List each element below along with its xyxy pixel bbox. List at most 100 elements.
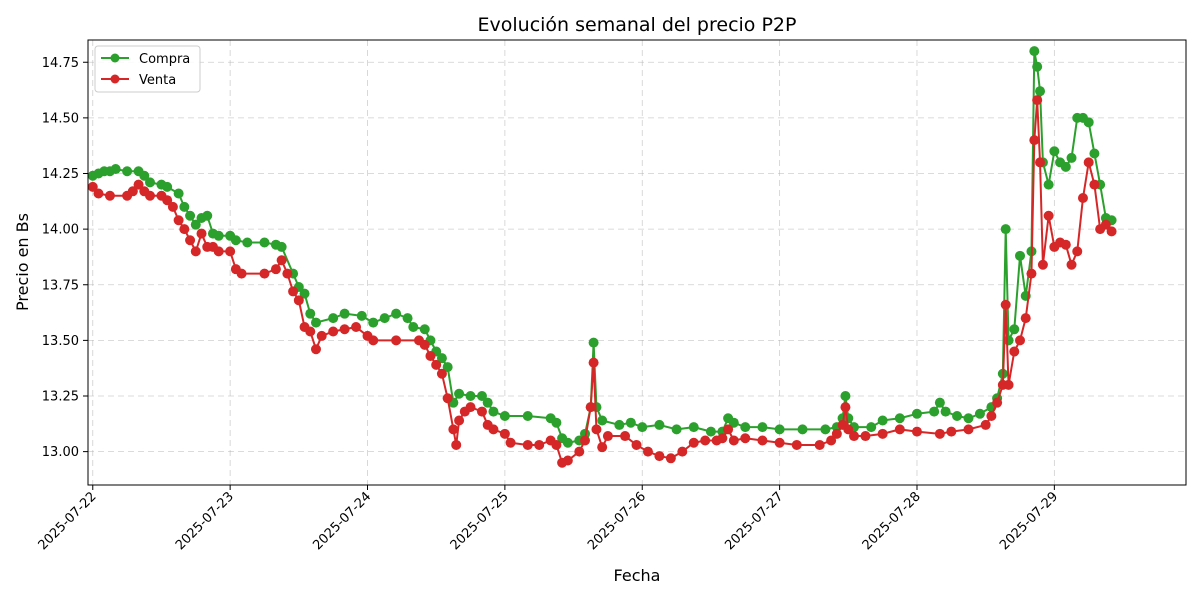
data-point-compra bbox=[671, 424, 682, 435]
data-point-venta bbox=[288, 286, 299, 297]
data-point-venta bbox=[167, 201, 178, 212]
data-point-compra bbox=[654, 419, 665, 430]
data-point-compra bbox=[1035, 86, 1046, 97]
data-point-compra bbox=[1015, 250, 1026, 261]
y-tick-label: 14.00 bbox=[42, 223, 79, 238]
data-point-venta bbox=[391, 335, 402, 346]
data-point-compra bbox=[1043, 179, 1054, 190]
data-point-venta bbox=[688, 437, 699, 448]
data-point-venta bbox=[425, 350, 436, 361]
data-point-compra bbox=[230, 235, 241, 246]
data-point-venta bbox=[602, 431, 613, 442]
data-point-compra bbox=[276, 241, 287, 252]
data-point-venta bbox=[1106, 226, 1117, 237]
data-point-compra bbox=[402, 313, 413, 324]
data-point-venta bbox=[87, 181, 98, 192]
data-point-compra bbox=[1032, 61, 1043, 72]
data-point-compra bbox=[934, 397, 945, 408]
chart-title: Evolución semanal del precio P2P bbox=[478, 14, 797, 36]
data-point-compra bbox=[705, 426, 716, 437]
data-point-venta bbox=[145, 190, 156, 201]
data-point-compra bbox=[1029, 46, 1040, 57]
data-point-venta bbox=[476, 406, 487, 417]
data-point-compra bbox=[1049, 146, 1060, 157]
data-point-compra bbox=[368, 317, 379, 328]
data-point-venta bbox=[740, 433, 751, 444]
data-point-compra bbox=[305, 308, 316, 319]
data-point-compra bbox=[974, 408, 985, 419]
data-point-venta bbox=[574, 446, 585, 457]
y-tick-label: 14.75 bbox=[42, 56, 79, 71]
data-point-venta bbox=[162, 195, 173, 206]
data-point-venta bbox=[1026, 268, 1037, 279]
data-point-compra bbox=[310, 317, 321, 328]
data-point-compra bbox=[213, 230, 224, 241]
data-point-venta bbox=[1043, 210, 1054, 221]
data-point-venta bbox=[992, 397, 1003, 408]
data-point-compra bbox=[379, 313, 390, 324]
data-point-venta bbox=[791, 439, 802, 450]
data-point-compra bbox=[391, 308, 402, 319]
data-point-venta bbox=[351, 322, 362, 333]
data-point-compra bbox=[877, 415, 888, 426]
data-point-compra bbox=[408, 322, 419, 333]
data-point-compra bbox=[688, 422, 699, 433]
data-point-venta bbox=[580, 435, 591, 446]
data-point-venta bbox=[1060, 239, 1071, 250]
data-point-compra bbox=[299, 288, 310, 299]
y-axis: 13.00 13.25 13.50 13.75 14.00 14.25 14.50 14.75 bbox=[42, 56, 88, 460]
data-point-venta bbox=[505, 437, 516, 448]
data-point-venta bbox=[328, 326, 339, 337]
data-point-venta bbox=[236, 268, 247, 279]
data-point-venta bbox=[276, 255, 287, 266]
data-point-venta bbox=[448, 424, 459, 435]
data-point-compra bbox=[1066, 152, 1077, 163]
data-point-venta bbox=[1077, 192, 1088, 203]
data-point-venta bbox=[911, 426, 922, 437]
data-point-venta bbox=[1100, 219, 1111, 230]
data-point-venta bbox=[305, 326, 316, 337]
legend-entry-compra: Compra bbox=[101, 52, 190, 67]
series-venta bbox=[87, 95, 1117, 468]
data-point-venta bbox=[522, 439, 533, 450]
y-tick-label: 13.50 bbox=[42, 334, 79, 349]
data-point-compra bbox=[757, 422, 768, 433]
y-tick-label: 14.25 bbox=[42, 167, 79, 182]
data-point-venta bbox=[1089, 179, 1100, 190]
data-point-compra bbox=[637, 422, 648, 433]
data-point-compra bbox=[963, 413, 974, 424]
data-point-compra bbox=[436, 353, 447, 364]
data-point-venta bbox=[127, 186, 138, 197]
y-axis-title: Precio en Bs bbox=[13, 213, 32, 311]
data-point-compra bbox=[1000, 224, 1011, 235]
data-point-venta bbox=[316, 330, 327, 341]
data-point-venta bbox=[757, 435, 768, 446]
data-point-venta bbox=[1066, 259, 1077, 270]
data-point-venta bbox=[419, 339, 430, 350]
data-point-compra bbox=[728, 417, 739, 428]
data-point-compra bbox=[202, 210, 213, 221]
data-point-venta bbox=[339, 324, 350, 335]
data-point-venta bbox=[877, 428, 888, 439]
data-point-venta bbox=[1000, 299, 1011, 310]
data-point-venta bbox=[665, 453, 676, 464]
data-point-compra bbox=[179, 201, 190, 212]
data-point-venta bbox=[1032, 95, 1043, 106]
data-point-venta bbox=[133, 179, 144, 190]
data-point-venta bbox=[677, 446, 688, 457]
data-point-compra bbox=[356, 310, 367, 321]
data-point-venta bbox=[774, 437, 785, 448]
data-point-venta bbox=[934, 428, 945, 439]
data-point-venta bbox=[270, 264, 281, 275]
data-point-venta bbox=[588, 357, 599, 368]
data-point-venta bbox=[826, 435, 837, 446]
data-point-venta bbox=[185, 235, 196, 246]
y-tick-label: 13.00 bbox=[42, 445, 79, 460]
data-point-venta bbox=[196, 228, 207, 239]
data-point-compra bbox=[110, 164, 121, 175]
data-point-venta bbox=[534, 439, 545, 450]
data-point-compra bbox=[894, 413, 905, 424]
data-point-venta bbox=[310, 344, 321, 355]
data-point-venta bbox=[717, 433, 728, 444]
